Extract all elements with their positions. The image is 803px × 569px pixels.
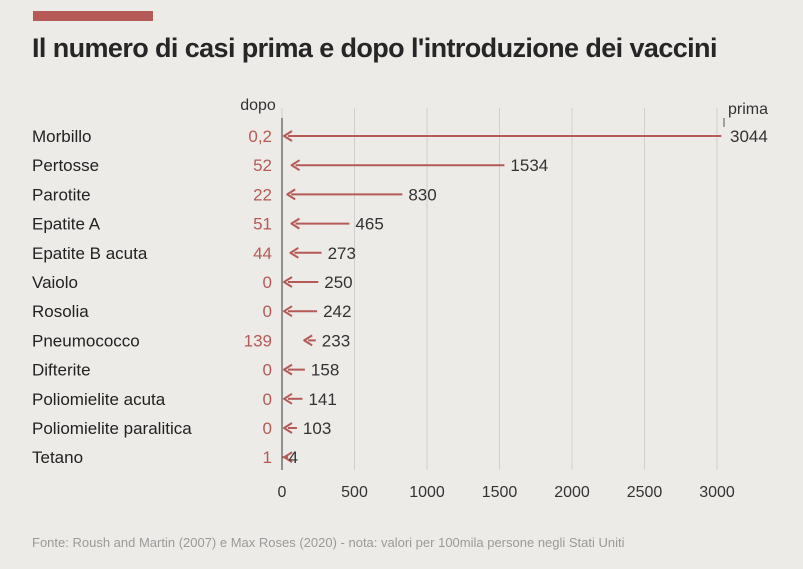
category-label: Difterite: [32, 361, 91, 380]
dopo-value-label: 22: [253, 185, 272, 204]
x-tick-label: 1000: [409, 484, 445, 501]
category-label: Poliomielite acuta: [32, 390, 166, 409]
category-label: Pneumococco: [32, 331, 140, 350]
header-dopo: dopo: [240, 97, 276, 114]
category-label: Pertosse: [32, 156, 99, 175]
accent-bar: [33, 11, 153, 21]
x-tick-label: 1500: [482, 484, 518, 501]
arrow-head: [283, 363, 293, 376]
arrow-head: [283, 392, 293, 405]
dopo-value-label: 51: [253, 215, 272, 234]
arrow-head: [303, 334, 313, 347]
prima-value-label: 158: [311, 361, 339, 380]
dopo-value-label: 44: [253, 244, 272, 263]
arrow-head: [283, 276, 293, 288]
category-label: Parotite: [32, 185, 91, 204]
arrow-head: [283, 130, 293, 142]
prima-value-label: 1534: [510, 156, 548, 175]
prima-value-label: 3044: [730, 127, 768, 146]
category-label: Rosolia: [32, 302, 89, 321]
arrow-head: [283, 305, 293, 318]
prima-value-label: 830: [408, 185, 436, 204]
x-tick-label: 2500: [627, 484, 663, 501]
arrow-head: [290, 159, 301, 172]
dopo-value-label: 0,2: [248, 127, 272, 146]
prima-value-label: 233: [322, 331, 350, 350]
chart-title: Il numero di casi prima e dopo l'introdu…: [32, 33, 717, 63]
source-note: Fonte: Roush and Martin (2007) e Max Ros…: [32, 535, 625, 550]
arrow-head: [286, 188, 296, 201]
arrow-head: [283, 451, 293, 464]
prima-value-label: 141: [308, 390, 336, 409]
category-label: Vaiolo: [32, 273, 78, 292]
dopo-value-label: 0: [263, 361, 272, 380]
dopo-value-label: 0: [263, 390, 272, 409]
dopo-value-label: 0: [263, 273, 272, 292]
category-label: Poliomielite paralitica: [32, 419, 192, 438]
x-tick-label: 3000: [699, 484, 735, 501]
prima-value-label: 250: [324, 273, 352, 292]
dopo-value-label: 52: [253, 156, 272, 175]
prima-value-label: 4: [289, 448, 298, 467]
category-label: Epatite A: [32, 215, 101, 234]
category-label: Morbillo: [32, 127, 92, 146]
prima-value-label: 103: [303, 419, 331, 438]
prima-value-label: 465: [355, 215, 383, 234]
category-label: Epatite B acuta: [32, 244, 148, 263]
x-tick-label: 0: [278, 484, 287, 501]
arrow-head: [289, 246, 299, 259]
arrow-head: [283, 422, 293, 434]
category-label: Tetano: [32, 448, 83, 467]
dopo-value-label: 0: [263, 302, 272, 321]
dopo-value-label: 1: [263, 448, 272, 467]
x-tick-label: 500: [341, 484, 368, 501]
dopo-value-label: 139: [244, 331, 272, 350]
prima-value-label: 242: [323, 302, 351, 321]
x-tick-label: 2000: [554, 484, 590, 501]
dopo-value-label: 0: [263, 419, 272, 438]
header-prima: prima: [728, 101, 768, 118]
prima-value-label: 273: [328, 244, 356, 263]
arrow-head: [290, 217, 300, 230]
